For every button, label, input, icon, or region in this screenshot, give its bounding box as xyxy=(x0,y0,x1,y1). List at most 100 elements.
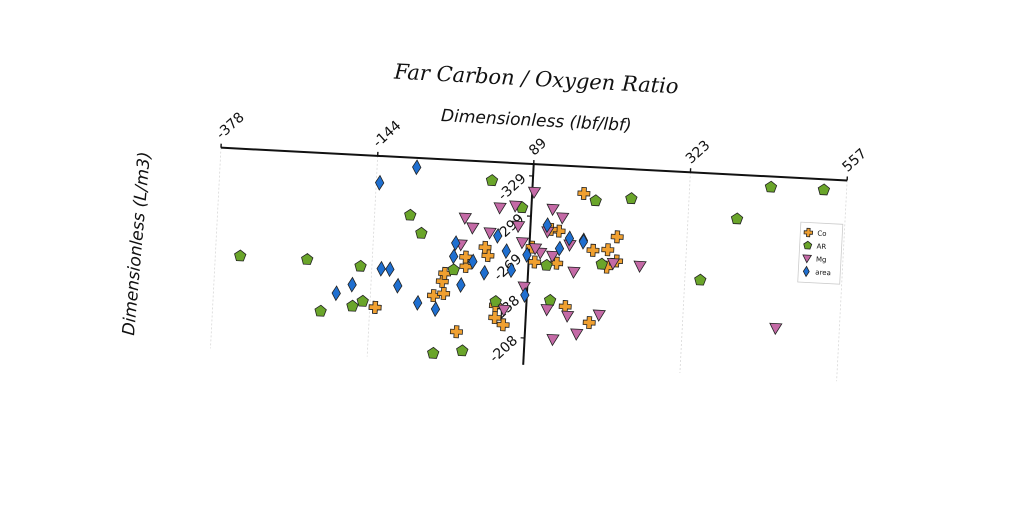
point-mg xyxy=(546,333,560,347)
y-axis-line xyxy=(522,163,535,365)
legend-marker-co xyxy=(803,227,814,238)
x-axis-label: Dimensionless (lbf/lbf) xyxy=(441,106,632,136)
point-mg xyxy=(458,212,473,225)
point-ar xyxy=(625,192,638,205)
point-area xyxy=(451,235,461,252)
point-co xyxy=(586,243,600,257)
point-mg xyxy=(769,322,783,336)
point-ar xyxy=(595,257,608,270)
point-area xyxy=(564,230,575,247)
data-points xyxy=(234,159,831,359)
point-mg xyxy=(606,257,621,271)
point-co xyxy=(496,318,510,332)
point-ar xyxy=(694,273,707,286)
point-area xyxy=(347,276,357,293)
point-mg xyxy=(466,222,480,235)
x-gridline xyxy=(210,147,222,349)
point-co xyxy=(488,311,502,325)
point-area xyxy=(449,248,459,265)
point-area xyxy=(468,253,478,270)
point-mg xyxy=(556,212,570,225)
point-co xyxy=(601,243,615,257)
point-area xyxy=(412,294,423,311)
point-mg xyxy=(497,304,511,317)
x-tick-label: 323 xyxy=(683,137,714,167)
point-mg xyxy=(527,186,542,200)
point-ar xyxy=(489,295,502,308)
point-area xyxy=(506,262,517,279)
point-area xyxy=(412,159,422,176)
y-axis-label: Dimensionless (L/m3) xyxy=(119,151,155,337)
point-area xyxy=(331,285,341,302)
legend-marker-mg xyxy=(802,254,813,264)
x-tick-label: 89 xyxy=(526,135,550,159)
y-tick-label: -329 xyxy=(495,171,529,204)
point-area xyxy=(554,240,565,257)
point-co xyxy=(478,240,492,254)
point-co xyxy=(437,286,451,301)
point-mg xyxy=(493,202,507,215)
legend-marker-ar xyxy=(803,240,813,250)
point-ar xyxy=(540,258,553,271)
point-mg xyxy=(509,200,523,213)
point-mg xyxy=(515,237,530,250)
point-mg xyxy=(511,220,526,234)
point-ar xyxy=(764,180,778,193)
point-area xyxy=(522,246,532,263)
point-ar xyxy=(456,344,469,357)
point-ar xyxy=(589,194,602,207)
point-mg xyxy=(633,260,647,274)
y-tick-label: -269 xyxy=(491,251,525,284)
chart-title: Far Carbon / Oxygen Ratio xyxy=(393,60,680,99)
point-ar xyxy=(346,299,359,312)
legend: Co AR Mg area xyxy=(797,221,844,285)
point-ar xyxy=(730,212,744,225)
point-mg xyxy=(545,250,560,264)
x-tick-label: 557 xyxy=(840,146,871,176)
point-ar xyxy=(404,208,417,221)
point-co xyxy=(459,259,473,274)
point-co xyxy=(577,186,591,200)
legend-label: area xyxy=(815,268,831,277)
x-gridline xyxy=(366,155,379,357)
point-mg xyxy=(546,203,560,217)
point-area xyxy=(578,233,589,250)
x-gridline xyxy=(836,180,848,382)
point-mg xyxy=(483,227,497,240)
legend-box xyxy=(797,221,844,285)
point-mg xyxy=(560,310,575,323)
point-co xyxy=(438,266,452,280)
point-ar xyxy=(543,293,557,306)
point-mg xyxy=(592,309,606,322)
point-area xyxy=(376,260,386,277)
point-ar xyxy=(485,174,499,187)
point-ar xyxy=(415,226,428,239)
point-ar xyxy=(301,253,314,265)
point-co xyxy=(368,300,382,314)
point-mg xyxy=(540,304,554,317)
point-mg xyxy=(567,266,581,279)
point-area xyxy=(520,287,530,304)
point-ar xyxy=(314,304,327,317)
point-co xyxy=(610,230,624,244)
point-area xyxy=(430,301,441,318)
point-mg xyxy=(528,243,543,256)
y-tick-label: -208 xyxy=(487,333,521,366)
point-mg xyxy=(517,281,531,294)
x-gridline xyxy=(679,172,691,374)
point-area xyxy=(385,261,395,278)
x-tick-label: -144 xyxy=(370,118,404,151)
point-ar xyxy=(427,346,440,359)
legend-label: Co xyxy=(817,229,827,237)
point-co xyxy=(426,289,441,303)
point-co xyxy=(449,325,463,339)
point-area xyxy=(479,264,490,281)
point-ar xyxy=(354,259,367,272)
point-ar xyxy=(234,249,247,262)
point-ar xyxy=(356,294,369,307)
legend-marker-area xyxy=(802,265,810,278)
legend-label: AR xyxy=(816,242,826,251)
x-tick-label: -378 xyxy=(213,109,247,142)
point-co xyxy=(528,255,542,269)
